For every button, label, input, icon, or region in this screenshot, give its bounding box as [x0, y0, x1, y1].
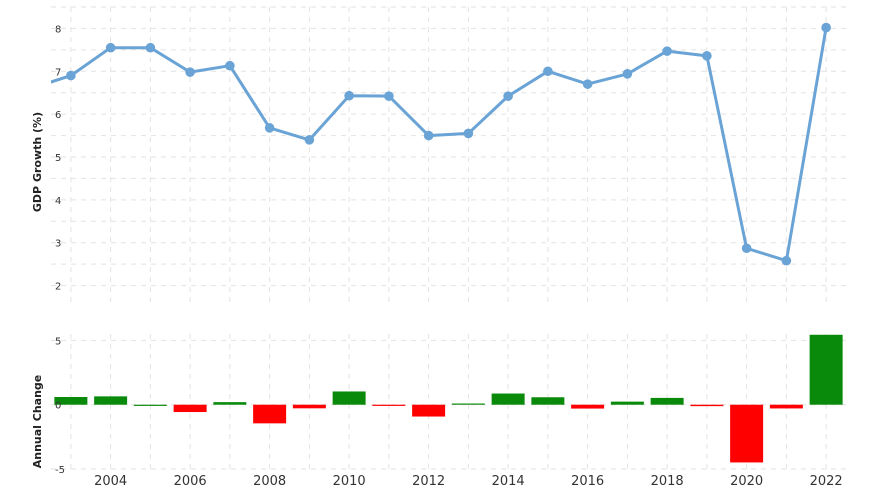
- text-layer: 2 3 4 5 6 7 8 -5 0 5 2004 2006 2008 2010 2012 2014 2016 2…: [31, 24, 843, 489]
- data-point: [225, 60, 235, 71]
- y-tick-label: 2: [55, 282, 61, 293]
- y-tick-label: 3: [55, 239, 61, 250]
- y-tick-label: 5: [55, 153, 61, 164]
- line-layer: [51, 22, 831, 266]
- bar: [809, 334, 843, 405]
- bar: [213, 402, 247, 405]
- bars-layer: [54, 334, 843, 463]
- data-point: [384, 91, 394, 101]
- bar: [769, 404, 803, 409]
- data-point: [821, 22, 831, 33]
- bar: [451, 403, 485, 405]
- y-tick-label: 5: [55, 336, 61, 347]
- bar: [54, 397, 88, 405]
- y-tick-label: 8: [55, 24, 61, 35]
- data-point: [105, 42, 116, 53]
- data-point: [543, 66, 553, 77]
- data-point: [304, 135, 315, 145]
- bar: [610, 401, 644, 405]
- x-tick-label: 2012: [412, 474, 445, 489]
- bar: [650, 397, 684, 405]
- y-tick-label: 7: [55, 67, 61, 78]
- data-point: [503, 91, 513, 101]
- y-tick-label: 4: [55, 196, 61, 207]
- data-point: [344, 90, 354, 101]
- data-point: [781, 255, 792, 266]
- x-tick-label: 2004: [94, 474, 127, 489]
- data-point: [145, 42, 156, 53]
- data-point: [423, 130, 434, 141]
- bar: [730, 404, 764, 463]
- x-tick-label: 2018: [651, 474, 684, 489]
- bar: [253, 404, 287, 424]
- data-point: [582, 79, 593, 89]
- x-tick-label: 2010: [333, 474, 366, 489]
- y-axis-title-annual-change: Annual Change: [31, 375, 44, 469]
- bar: [690, 404, 724, 407]
- y-tick-label: -5: [55, 465, 65, 476]
- bar: [372, 404, 406, 406]
- series-line: [51, 27, 828, 263]
- data-point: [463, 128, 474, 139]
- grid-layer: [51, 6, 846, 470]
- data-point: [264, 123, 275, 133]
- x-tick-label: 2006: [174, 474, 207, 489]
- data-point: [662, 46, 672, 56]
- bar: [94, 396, 128, 405]
- bar: [173, 404, 207, 413]
- bar: [133, 404, 167, 406]
- data-point: [622, 69, 633, 79]
- bar: [292, 404, 326, 409]
- data-point: [185, 67, 195, 77]
- bar: [491, 393, 525, 405]
- data-point: [741, 243, 752, 254]
- bar: [531, 397, 565, 405]
- x-tick-label: 2016: [571, 474, 604, 489]
- x-tick-label: 2014: [492, 474, 525, 489]
- y-tick-label: 6: [55, 110, 61, 121]
- bar: [571, 404, 605, 409]
- bar: [412, 404, 446, 417]
- data-point: [66, 70, 76, 81]
- y-axis-title: GDP Growth (%): [31, 112, 44, 212]
- y-tick-label: 0: [55, 401, 61, 412]
- bar: [332, 391, 366, 405]
- data-point: [702, 51, 712, 61]
- x-tick-label: 2008: [253, 474, 286, 489]
- x-tick-label: 2020: [730, 474, 763, 489]
- x-tick-label: 2022: [810, 474, 843, 489]
